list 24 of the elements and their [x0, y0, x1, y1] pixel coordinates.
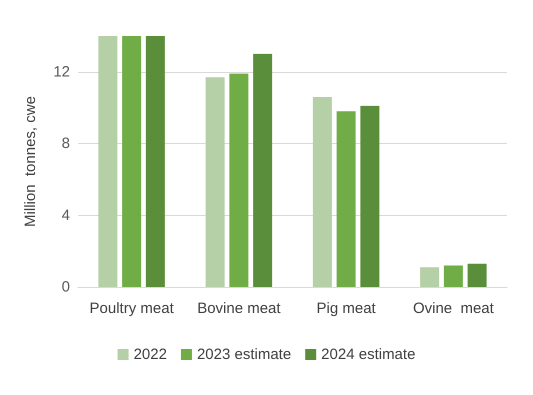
legend-label: 2024 estimate: [321, 346, 416, 363]
legend-label: 2023 estimate: [196, 346, 292, 363]
bar: [360, 106, 380, 287]
y-axis-title: Million tonnes, cwe: [22, 96, 39, 227]
bar: [206, 77, 225, 287]
bar: [253, 54, 272, 287]
y-tick-label: 8: [62, 135, 70, 152]
x-tick-label: Pig meat: [316, 300, 377, 317]
y-tick-label: 4: [62, 206, 70, 224]
x-tick-label: Ovine meat: [412, 300, 495, 317]
bar: [229, 74, 248, 287]
bar: [444, 265, 463, 287]
bar: [98, 36, 118, 287]
bar: [420, 267, 440, 287]
legend-label: 2022: [134, 346, 167, 363]
bar: [146, 36, 165, 287]
x-tick-label: Bovine meat: [197, 300, 282, 317]
y-tick-label: 12: [53, 63, 70, 80]
x-tick-label: Poultry meat: [90, 300, 175, 317]
bar: [468, 264, 487, 287]
y-tick-label: 0: [62, 278, 70, 296]
bar: [312, 96, 332, 287]
bar: [336, 111, 356, 287]
bar: [122, 36, 142, 287]
